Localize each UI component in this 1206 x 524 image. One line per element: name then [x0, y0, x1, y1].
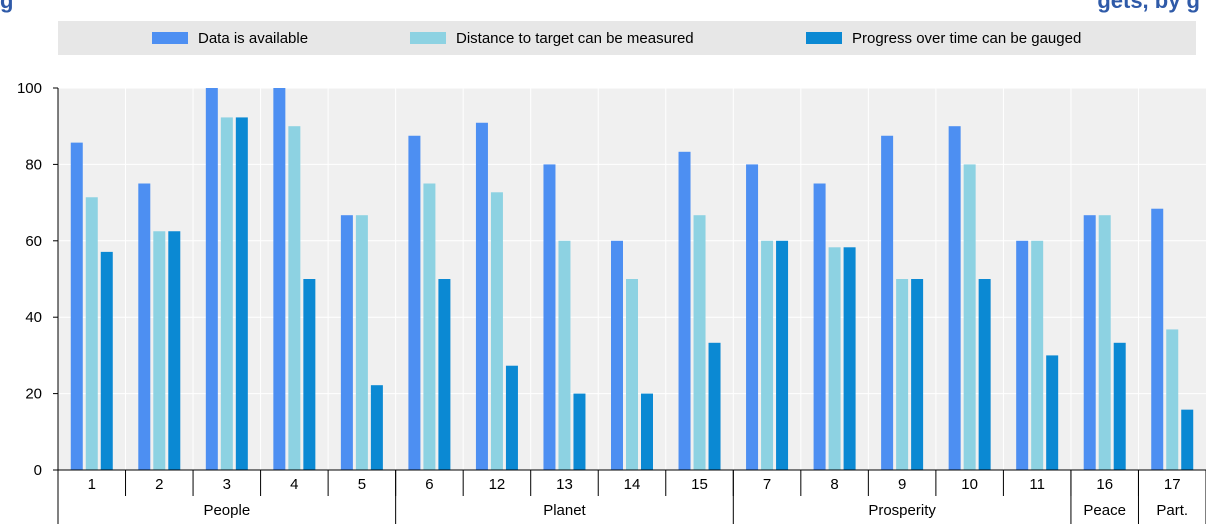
chart-title-fragment: g: [0, 0, 14, 13]
bar-s2-cat-5: [355, 215, 368, 470]
bar-s3-cat-9: [911, 279, 924, 470]
x-tick-label: 3: [223, 476, 231, 493]
bar-s3-cat-10: [978, 279, 991, 470]
bar-s1-cat-16: [1083, 215, 1096, 470]
chart-legend: Data is available Distance to target can…: [58, 21, 1196, 55]
bar-s2-cat-16: [1098, 215, 1111, 470]
y-tick-label: 20: [25, 386, 42, 403]
bar-s2-cat-13: [558, 240, 571, 470]
x-group-label: Part.: [1156, 502, 1188, 519]
bar-s2-cat-14: [626, 279, 638, 470]
x-tick-label: 14: [624, 476, 641, 493]
bar-s3-cat-13: [573, 393, 586, 470]
legend-label-progress-over-time: Progress over time can be gauged: [852, 29, 1082, 47]
bar-s2-cat-6: [423, 183, 436, 470]
bar-s2-cat-10: [963, 164, 976, 470]
bar-s1-cat-14: [611, 240, 623, 470]
legend-swatch-distance-to-target: [410, 32, 446, 44]
x-tick-label: 17: [1164, 476, 1181, 493]
bar-s1-cat-4: [273, 88, 286, 470]
bar-s2-cat-8: [828, 247, 841, 470]
bar-s3-cat-14: [641, 393, 653, 470]
bar-s1-cat-12: [475, 122, 488, 471]
bar-s2-cat-12: [490, 192, 503, 470]
bar-s2-cat-15: [693, 215, 706, 470]
bar-s1-cat-7: [746, 164, 759, 470]
bar-s1-cat-2: [138, 183, 151, 470]
bar-s3-cat-1: [100, 251, 113, 470]
x-group-label: Planet: [543, 502, 586, 519]
y-tick-label: 40: [25, 309, 42, 326]
bar-s1-cat-15: [678, 151, 691, 470]
bar-s3-cat-2: [168, 231, 181, 470]
x-tick-label: 6: [425, 476, 433, 493]
bar-s1-cat-10: [948, 126, 961, 470]
bar-s3-cat-4: [303, 279, 316, 470]
legend-item-distance-to-target: Distance to target can be measured: [410, 29, 694, 47]
bar-s2-cat-11: [1031, 240, 1044, 470]
legend-swatch-progress-over-time: [806, 32, 842, 44]
legend-item-progress-over-time: Progress over time can be gauged: [806, 29, 1082, 47]
x-tick-label: 9: [898, 476, 906, 493]
x-tick-label: 13: [556, 476, 573, 493]
y-tick-label: 100: [17, 80, 42, 97]
bar-s1-cat-5: [340, 215, 353, 470]
x-tick-label: 7: [763, 476, 771, 493]
bar-s1-cat-3: [205, 88, 218, 470]
bar-s3-cat-17: [1181, 409, 1194, 470]
x-group-label: Peace: [1083, 502, 1126, 519]
x-tick-label: 11: [1029, 476, 1045, 493]
x-group-label: Prosperity: [868, 502, 936, 519]
bar-s3-cat-5: [370, 385, 383, 470]
legend-swatch-data-available: [152, 32, 188, 44]
bar-s2-cat-1: [85, 197, 98, 470]
bar-s3-cat-8: [843, 247, 856, 470]
y-tick-label: 80: [25, 156, 42, 173]
bar-s2-cat-17: [1166, 329, 1179, 470]
bar-s1-cat-1: [70, 142, 83, 470]
bar-s3-cat-7: [776, 240, 789, 470]
bar-s3-cat-6: [438, 279, 451, 470]
bar-s2-cat-9: [896, 279, 909, 470]
bar-s1-cat-9: [881, 135, 894, 470]
bar-s1-cat-8: [813, 183, 826, 470]
bar-s3-cat-3: [235, 117, 248, 470]
chart-title-strip: g gets, by g: [0, 0, 1206, 14]
bar-s1-cat-6: [408, 135, 421, 470]
y-tick-label: 0: [34, 462, 42, 479]
legend-label-distance-to-target: Distance to target can be measured: [456, 29, 694, 47]
bar-s3-cat-11: [1046, 355, 1059, 470]
bar-s1-cat-13: [543, 164, 556, 470]
bar-s2-cat-7: [761, 240, 774, 470]
bar-s2-cat-3: [220, 117, 233, 470]
bar-s3-cat-16: [1113, 342, 1126, 470]
chart-title-suffix: gets, by g: [1097, 0, 1200, 13]
bar-s3-cat-12: [505, 365, 518, 470]
x-tick-label: 16: [1096, 476, 1113, 493]
x-tick-label: 1: [88, 476, 96, 493]
bar-s1-cat-17: [1151, 208, 1164, 470]
y-tick-label: 60: [25, 233, 42, 250]
bar-s1-cat-11: [1016, 240, 1029, 470]
x-tick-label: 12: [489, 476, 506, 493]
bar-s3-cat-15: [708, 342, 721, 470]
x-tick-label: 2: [155, 476, 163, 493]
x-tick-label: 5: [358, 476, 366, 493]
legend-item-data-available: Data is available: [152, 29, 309, 47]
x-group-label: People: [203, 502, 250, 519]
bar-s2-cat-4: [288, 126, 301, 470]
x-tick-label: 8: [830, 476, 838, 493]
x-tick-label: 10: [961, 476, 978, 493]
x-tick-label: 15: [691, 476, 708, 493]
legend-label-data-available: Data is available: [198, 29, 309, 47]
x-tick-label: 4: [290, 476, 298, 493]
bar-s2-cat-2: [153, 231, 166, 470]
